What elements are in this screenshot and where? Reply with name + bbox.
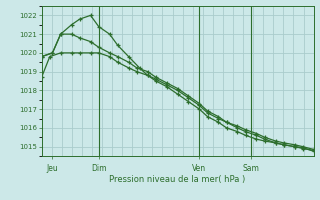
X-axis label: Pression niveau de la mer( hPa ): Pression niveau de la mer( hPa ) bbox=[109, 175, 246, 184]
